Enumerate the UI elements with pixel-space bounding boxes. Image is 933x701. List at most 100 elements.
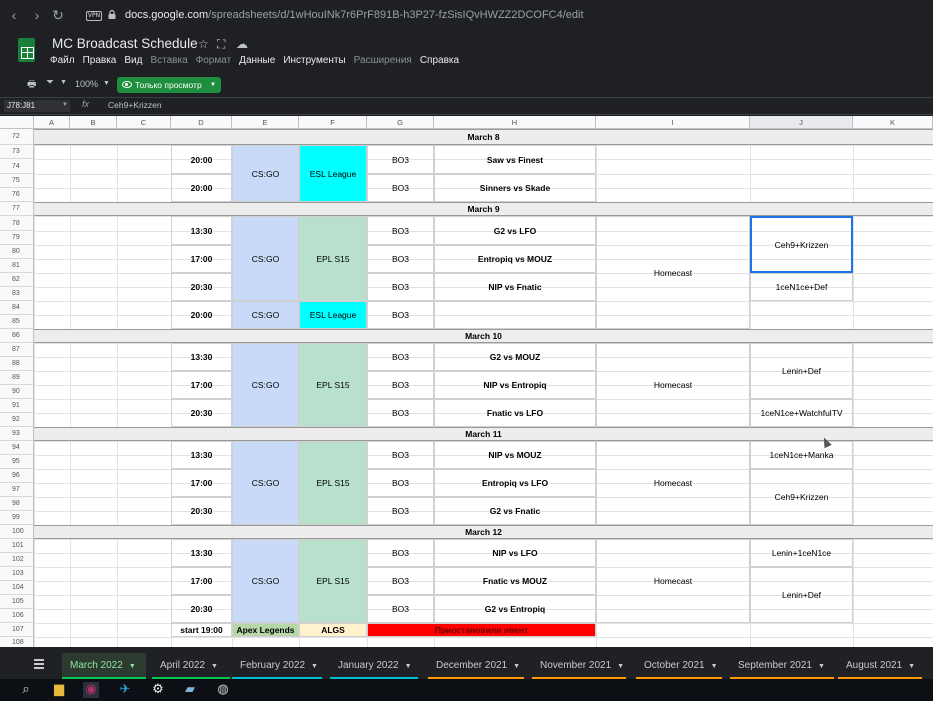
format-cell[interactable]: BO3 [367,371,434,399]
time-cell[interactable]: 20:30 [171,273,232,301]
menu-item[interactable]: Справка [419,55,460,66]
time-cell[interactable]: 20:00 [171,301,232,329]
row-header[interactable]: 108 [0,637,34,647]
column-header[interactable]: B [70,116,117,129]
column-header[interactable]: E [232,116,299,129]
sheet-tab[interactable]: August 2021 ▼ [838,653,922,679]
match-cell[interactable]: NIP vs Entropiq [434,371,596,399]
row-header[interactable]: 89 [0,371,34,385]
row-header[interactable]: 95 [0,455,34,469]
print-icon[interactable]: 🖶 [27,79,37,90]
row-header[interactable]: 74 [0,159,34,174]
time-cell[interactable]: 20:00 [171,174,232,202]
sheets-logo-icon[interactable] [18,38,35,62]
row-header[interactable]: 73 [0,145,34,159]
game-cell[interactable]: CS:GO [232,343,299,427]
chevron-down-icon[interactable]: ▼ [513,663,521,670]
sheet-tab[interactable]: October 2021 ▼ [636,653,722,679]
date-header[interactable]: March 8 [34,129,933,145]
format-cell[interactable]: BO3 [367,469,434,497]
format-cell[interactable]: BO3 [367,595,434,623]
notepad-icon[interactable]: ▰ [185,682,195,697]
file-explorer-icon[interactable]: ▆ [54,682,64,697]
time-cell[interactable]: 17:00 [171,567,232,595]
column-header[interactable]: A [34,116,70,129]
cast-type-cell[interactable]: Homecast [596,216,750,329]
menu-item[interactable]: Инструменты [283,55,346,66]
row-header[interactable]: 96 [0,469,34,483]
move-icon[interactable]: ⛶ [217,37,226,51]
sheet-tab[interactable]: April 2022 ▼ [152,653,230,679]
row-header[interactable]: 83 [0,287,34,301]
name-box-dropdown-icon[interactable]: ▼ [62,102,68,108]
row-header[interactable]: 82 [0,273,34,287]
chevron-down-icon[interactable]: ▼ [311,663,318,670]
match-cell[interactable]: Sinners vs Skade [434,174,596,202]
vpn-badge[interactable]: VPN [86,11,102,21]
chevron-down-icon[interactable]: ▼ [404,663,412,670]
chevron-down-icon[interactable]: ▼ [211,663,218,670]
match-cell[interactable]: Entropiq vs LFO [434,469,596,497]
column-header[interactable]: H [434,116,596,129]
match-cell[interactable]: Entropiq vs MOUZ [434,245,596,273]
game-cell[interactable]: CS:GO [232,301,299,329]
caster-cell[interactable]: 1ceN1ce+Manka [750,441,853,469]
time-cell[interactable]: 17:00 [171,469,232,497]
time-cell[interactable]: start 19:00 [171,623,232,637]
column-header[interactable]: D [171,116,232,129]
time-cell[interactable]: 20:30 [171,595,232,623]
zoom-select[interactable]: 100% [75,79,99,89]
row-header[interactable]: 75 [0,174,34,188]
caster-cell[interactable]: Ceh9+Krizzen [750,469,853,525]
column-header[interactable]: K [853,116,933,129]
address-bar[interactable]: docs.google.com/spreadsheets/d/1wHouINk7… [125,9,584,21]
row-header[interactable]: 106 [0,609,34,623]
obs-icon[interactable]: ◍ [217,682,229,697]
time-cell[interactable]: 20:30 [171,497,232,525]
row-header[interactable]: 92 [0,413,34,427]
format-cell[interactable]: BO3 [367,245,434,273]
row-header[interactable]: 88 [0,357,34,371]
caster-cell[interactable]: 1ceN1ce+Def [750,273,853,301]
menu-item[interactable]: Данные [239,55,276,66]
match-cell[interactable]: Saw vs Finest [434,145,596,174]
date-header[interactable]: March 9 [34,202,933,216]
settings-icon[interactable]: ⚙ [152,682,164,697]
row-header[interactable]: 104 [0,581,34,595]
date-header[interactable]: March 10 [34,329,933,343]
match-cell[interactable]: NIP vs MOUZ [434,441,596,469]
star-icon[interactable]: ☆ [198,37,209,51]
event-cell[interactable]: EPL S15 [299,441,367,525]
sheet-tab-active[interactable]: March 2022 ▼ [62,653,146,679]
caster-cell[interactable]: Lenin+Def [750,567,853,623]
row-header[interactable]: 76 [0,188,34,202]
row-header[interactable]: 101 [0,539,34,553]
match-cell[interactable]: G2 vs MOUZ [434,343,596,371]
filter-icon[interactable]: ⏷ [46,77,54,88]
row-header[interactable]: 97 [0,483,34,497]
match-cell[interactable]: G2 vs Fnatic [434,497,596,525]
event-cell[interactable]: EPL S15 [299,216,367,301]
lock-icon[interactable] [108,10,116,19]
telegram-icon[interactable]: ✈ [119,682,131,697]
row-header[interactable]: 98 [0,497,34,511]
media-player-icon[interactable]: ◉ [83,682,99,698]
chevron-down-icon[interactable]: ▼ [908,663,916,670]
time-cell[interactable]: 17:00 [171,371,232,399]
row-header[interactable]: 102 [0,553,34,567]
row-header[interactable]: 100 [0,525,34,539]
format-cell[interactable]: BO3 [367,145,434,174]
row-header[interactable]: 87 [0,343,34,357]
event-cell[interactable]: EPL S15 [299,343,367,427]
match-cell[interactable] [434,301,596,329]
match-cell[interactable]: NIP vs Fnatic [434,273,596,301]
menu-item[interactable]: Вид [124,55,143,66]
caster-cell-selected[interactable]: Ceh9+Krizzen [750,216,853,273]
game-cell[interactable]: CS:GO [232,216,299,301]
format-cell[interactable]: BO3 [367,273,434,301]
chevron-down-icon[interactable]: ▼ [617,663,625,670]
cloud-icon[interactable]: ☁ [236,37,248,51]
row-header[interactable]: 72 [0,129,34,145]
format-cell[interactable]: BO3 [367,174,434,202]
note-cell[interactable]: Приостановили ивент [367,623,596,637]
